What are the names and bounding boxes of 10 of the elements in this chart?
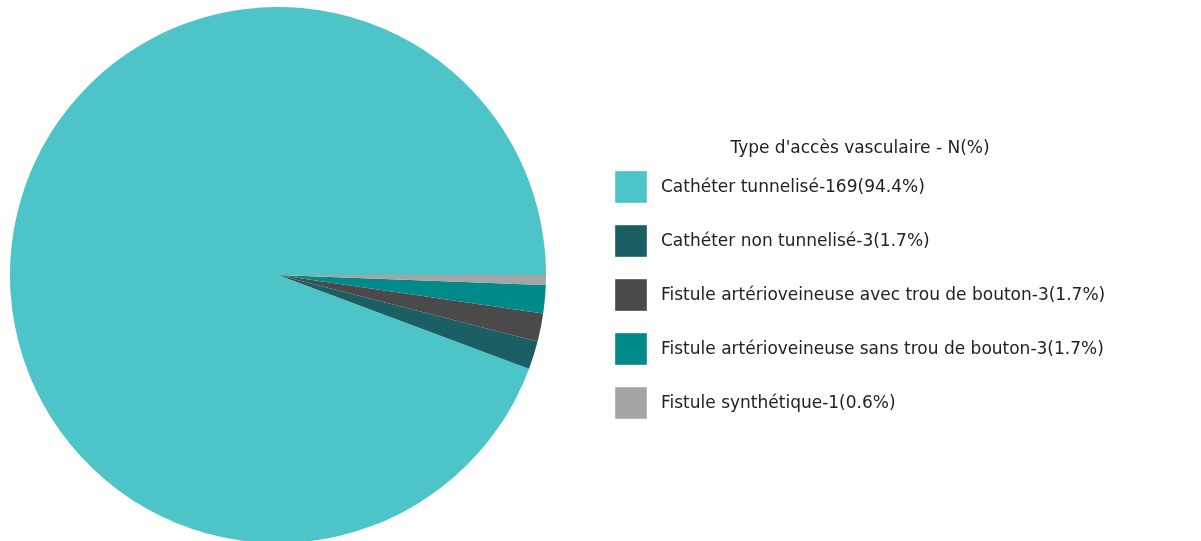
legend-title: Type d'accès vasculaire - N(%): [729, 137, 990, 157]
pie-slice: [278, 275, 544, 342]
legend-label: Fistule artérioveineuse avec trou de bouton-3(1.7%): [661, 284, 1106, 304]
legend-label: Fistule artérioveineuse sans trou de bouton-3(1.7%): [661, 338, 1104, 358]
legend-label: Cathéter tunnelisé-169(94.4%): [661, 176, 925, 196]
pie-slice: [10, 7, 546, 541]
legend-label: Fistule synthétique-1(0.6%): [661, 392, 896, 412]
pie-slice: [278, 275, 546, 314]
pie-slice: [278, 275, 538, 369]
legend-label: Cathéter non tunnelisé-3(1.7%): [661, 230, 930, 250]
